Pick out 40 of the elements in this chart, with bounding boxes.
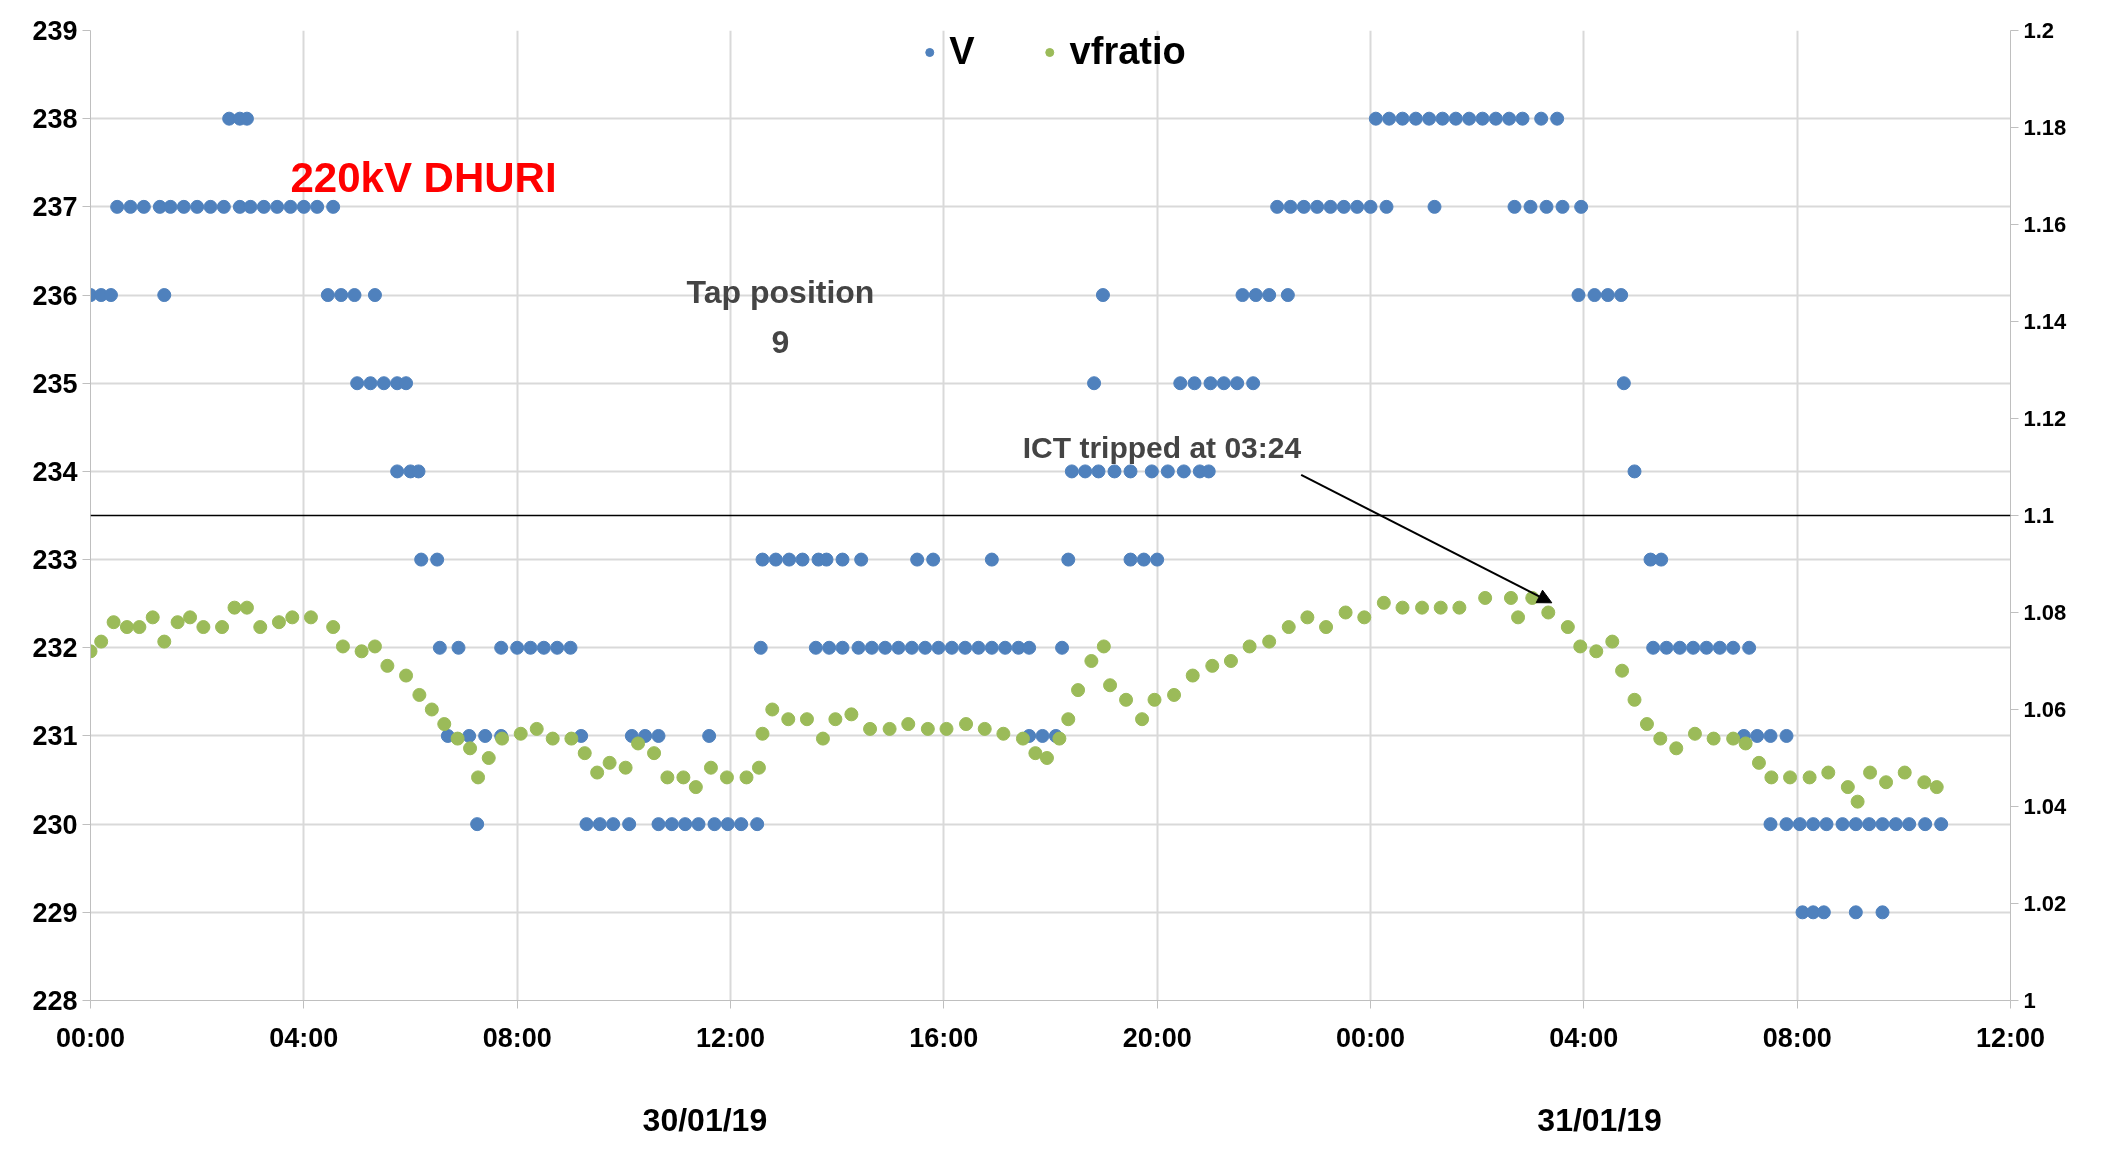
y-tick-label: 228	[32, 986, 78, 1016]
y2-tick-label: 1.12	[2023, 406, 2067, 431]
x-tick-label: 00:00	[1335, 1022, 1406, 1053]
y2-tick-label: 1.16	[2023, 212, 2067, 237]
x-tick-label: 12:00	[1975, 1022, 2046, 1053]
y-tick-label: 236	[32, 280, 78, 311]
y2-tick-label: 1.08	[2023, 600, 2067, 625]
x-tick-label: 16:00	[909, 1022, 979, 1053]
x-tick-label: 08:00	[482, 1022, 552, 1053]
x-tick-label: 20:00	[1122, 1022, 1192, 1053]
y-tick-label: 237	[32, 192, 78, 223]
y2-tick-label: 1.06	[2023, 697, 2067, 722]
legend-label: V	[949, 30, 975, 73]
x-tick-label: 12:00	[695, 1022, 766, 1053]
y-tick-label: 238	[32, 104, 78, 135]
x-tick-label: 04:00	[1549, 1022, 1619, 1053]
text: 220kV DHURI	[290, 153, 557, 201]
annotation: Tap position 9	[686, 274, 875, 361]
legend-label: vfratio	[1069, 30, 1186, 73]
y-tick-label: 231	[32, 721, 78, 752]
text: 31/01/19	[1537, 1101, 1662, 1138]
y2-tick-label: 1.04	[2023, 794, 2068, 819]
y-tick-label: 232	[32, 633, 78, 664]
y-tick-label: 235	[32, 368, 78, 399]
y2-tick-label: 1.18	[2023, 115, 2067, 140]
x-tick-label: 04:00	[269, 1022, 339, 1053]
y-tick-label: 234	[32, 456, 78, 487]
annotation: ICT tripped at 03:24	[1022, 431, 1302, 465]
y2-tick-label: 1.14	[2023, 309, 2068, 334]
y2-tick-label: 1	[2023, 988, 2036, 1013]
y2-tick-label: 1.2	[2023, 18, 2055, 43]
y-tick-label: 230	[32, 809, 78, 840]
y2-tick-label: 1.1	[2023, 503, 2055, 528]
y2-tick-label: 1.02	[2023, 891, 2067, 916]
y-tick-label: 233	[32, 545, 78, 576]
x-tick-label: 00:00	[55, 1022, 126, 1053]
y-tick-label: 239	[32, 16, 78, 46]
x-tick-label: 08:00	[1762, 1022, 1832, 1053]
text: 30/01/19	[642, 1101, 768, 1138]
y-tick-label: 229	[32, 897, 78, 928]
